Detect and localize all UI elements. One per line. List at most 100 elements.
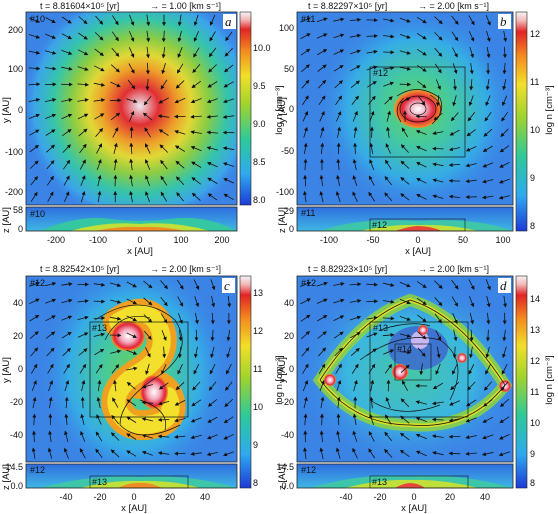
- velocity-arrow: [210, 279, 216, 291]
- velocity-arrow: [175, 176, 185, 186]
- velocity-arrow: [469, 79, 474, 91]
- velocity-arrow: [160, 313, 168, 324]
- velocity-arrow: [62, 347, 71, 357]
- velocity-arrow: [432, 451, 444, 456]
- velocity-arrow: [333, 331, 344, 339]
- velocity-arrow: [110, 81, 121, 88]
- velocity-arrow: [45, 331, 56, 339]
- velocity-arrow: [368, 175, 375, 186]
- panel-d-xtick: 20: [445, 492, 455, 502]
- velocity-arrow: [144, 127, 151, 138]
- velocity-arrow: [432, 194, 444, 199]
- velocity-arrow: [402, 380, 408, 391]
- panel-d: t = 8.82923×10⁵ [yr] → = 2.00 [km s⁻¹] #…: [276, 264, 555, 514]
- velocity-arrow: [126, 381, 136, 390]
- velocity-arrow: [209, 364, 216, 375]
- velocity-arrow: [336, 413, 341, 426]
- velocity-arrow: [452, 363, 458, 375]
- panel-d-inner-level-2: #14: [397, 344, 412, 354]
- velocity-arrow: [502, 329, 507, 342]
- velocity-arrow: [498, 195, 510, 200]
- velocity-arrow: [385, 396, 391, 409]
- panel-a-cbar-tick: 8.0: [253, 195, 266, 205]
- panel-d-side-level: #12: [301, 465, 316, 475]
- velocity-arrow: [210, 329, 215, 342]
- velocity-arrow: [384, 96, 393, 105]
- panel-c-ztick: 14.5: [5, 462, 23, 472]
- velocity-arrow: [146, 30, 151, 43]
- velocity-arrow: [352, 191, 358, 202]
- velocity-arrow: [400, 176, 410, 185]
- velocity-arrow: [226, 329, 231, 342]
- velocity-arrow: [333, 64, 344, 72]
- velocity-arrow: [302, 380, 309, 392]
- velocity-arrow: [158, 382, 169, 390]
- velocity-arrow: [498, 178, 510, 184]
- velocity-arrow: [223, 98, 235, 104]
- panel-b-refinement-box: [369, 66, 466, 158]
- velocity-arrow: [126, 433, 137, 440]
- velocity-arrow: [160, 280, 169, 290]
- velocity-arrow: [177, 364, 183, 375]
- velocity-arrow: [193, 364, 200, 375]
- panel-a-ylabel: y [AU]: [1, 97, 12, 123]
- velocity-arrow: [96, 396, 101, 409]
- velocity-arrow: [111, 364, 120, 374]
- velocity-arrow: [401, 127, 409, 138]
- velocity-arrow: [45, 281, 57, 287]
- panel-a-map: [26, 12, 237, 205]
- panel-a-xlabel: x [AU]: [127, 246, 153, 257]
- velocity-arrow: [209, 14, 216, 26]
- velocity-arrow: [226, 364, 232, 375]
- velocity-arrow: [334, 347, 343, 357]
- velocity-arrow: [485, 329, 490, 342]
- velocity-arrow: [383, 81, 395, 87]
- panel-d-velocity-arrows: [300, 278, 511, 460]
- velocity-arrow: [29, 331, 39, 340]
- velocity-arrow: [316, 33, 328, 39]
- velocity-arrow: [61, 98, 73, 102]
- panel-b-cbar-tick: 9: [530, 173, 535, 183]
- velocity-arrow: [432, 162, 444, 167]
- panel-d-refinement-box: [369, 321, 469, 418]
- velocity-arrow: [160, 175, 168, 186]
- velocity-arrow: [144, 159, 151, 170]
- velocity-arrow: [64, 413, 69, 426]
- panel-c-side-inner-level: #13: [92, 477, 107, 487]
- velocity-arrow: [319, 430, 324, 443]
- velocity-arrow: [500, 398, 510, 408]
- velocity-arrow: [485, 79, 490, 91]
- velocity-arrow: [303, 413, 308, 426]
- velocity-arrow: [316, 298, 328, 304]
- velocity-arrow: [93, 98, 106, 103]
- velocity-arrow: [453, 329, 458, 342]
- velocity-arrow: [432, 382, 444, 390]
- velocity-arrow: [336, 142, 341, 155]
- velocity-arrow: [499, 161, 510, 168]
- velocity-arrow: [303, 126, 308, 138]
- velocity-arrow: [468, 279, 475, 291]
- velocity-arrow: [501, 363, 508, 375]
- panel-a-xtick: 200: [214, 235, 229, 245]
- velocity-arrow: [352, 447, 358, 459]
- velocity-arrow: [352, 430, 358, 442]
- velocity-arrow: [366, 33, 378, 38]
- panel-c-ytick: -20: [10, 397, 23, 407]
- velocity-arrow: [79, 448, 86, 459]
- panel-b-side-view: #11 #12: [296, 206, 514, 232]
- velocity-arrow: [80, 175, 86, 187]
- velocity-arrow: [63, 447, 69, 459]
- velocity-arrow: [349, 315, 362, 321]
- velocity-arrow: [333, 49, 345, 55]
- velocity-arrow: [382, 282, 395, 287]
- panel-d-xlabel: x [AU]: [401, 503, 427, 514]
- velocity-arrow: [192, 381, 201, 391]
- panel-c-ytick: 20: [13, 331, 23, 341]
- panel-d-ytick: -40: [281, 430, 294, 440]
- panel-b: t = 8.82297×10⁵ [yr] → = 2.00 [km s⁻¹] #…: [276, 1, 555, 257]
- panel-a-cbar-tick: 10.0: [253, 43, 271, 53]
- velocity-arrow: [367, 348, 377, 356]
- velocity-arrow: [300, 314, 311, 322]
- panel-a-side-level: #10: [30, 209, 45, 219]
- panel-c-cbar-tick: 9: [253, 440, 258, 450]
